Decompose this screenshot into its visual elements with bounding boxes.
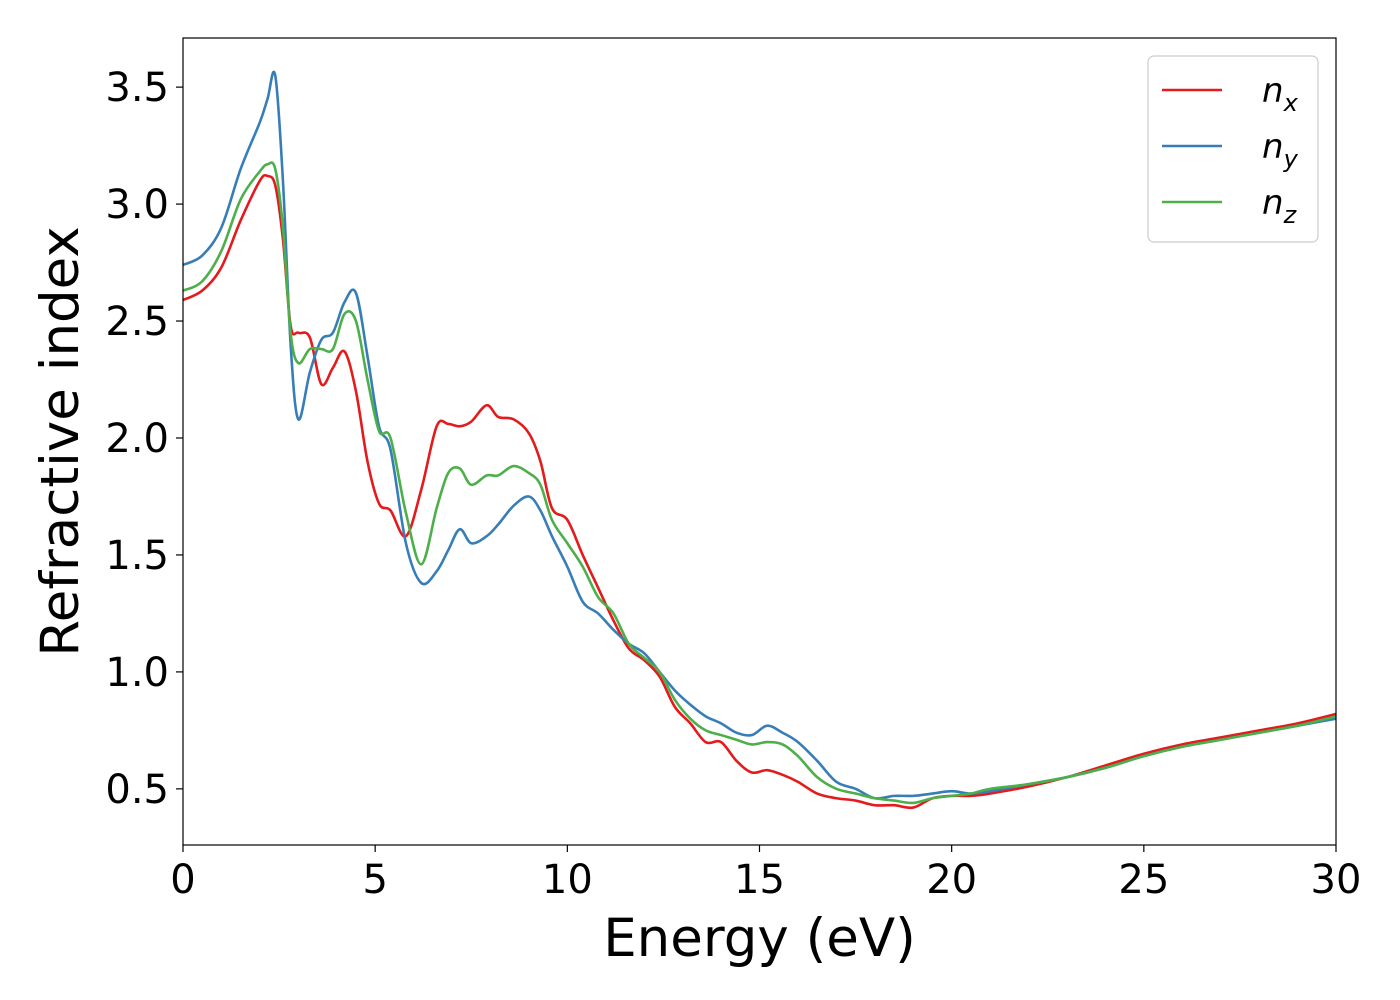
x-tick-label: 30 (1311, 857, 1362, 903)
series-group (183, 70, 1336, 810)
x-tick-label: 5 (362, 857, 387, 903)
x-tick-label: 0 (170, 857, 195, 903)
y-tick-label: 1.5 (105, 533, 169, 579)
plot-area (183, 38, 1336, 845)
legend: nx ny nz (1147, 55, 1319, 243)
legend-label-nx: nx (1262, 71, 1299, 117)
x-tick-label: 10 (542, 857, 593, 903)
y-tick-label: 3.5 (105, 65, 169, 111)
series-line-nz (183, 161, 1336, 805)
y-axis-title: Refractive index (30, 226, 91, 656)
y-tick-label: 3.0 (105, 182, 169, 228)
y-tick-label: 1.0 (105, 650, 169, 696)
legend-label-ny: ny (1262, 127, 1299, 173)
x-tick-label: 15 (734, 857, 785, 903)
y-axis: 0.5 1.0 1.5 2.0 2.5 3.0 3.5 (105, 65, 183, 813)
y-tick-label: 0.5 (105, 767, 169, 813)
legend-box (1147, 55, 1319, 243)
x-tick-label: 20 (926, 857, 977, 903)
series-line-ny (183, 70, 1336, 800)
y-tick-label: 2.0 (105, 416, 169, 462)
x-axis-title: Energy (eV) (603, 908, 916, 969)
legend-label-nz: nz (1262, 183, 1298, 229)
x-axis: 0 5 10 15 20 25 30 (170, 845, 1361, 903)
y-tick-label: 2.5 (105, 299, 169, 345)
x-tick-label: 25 (1118, 857, 1169, 903)
